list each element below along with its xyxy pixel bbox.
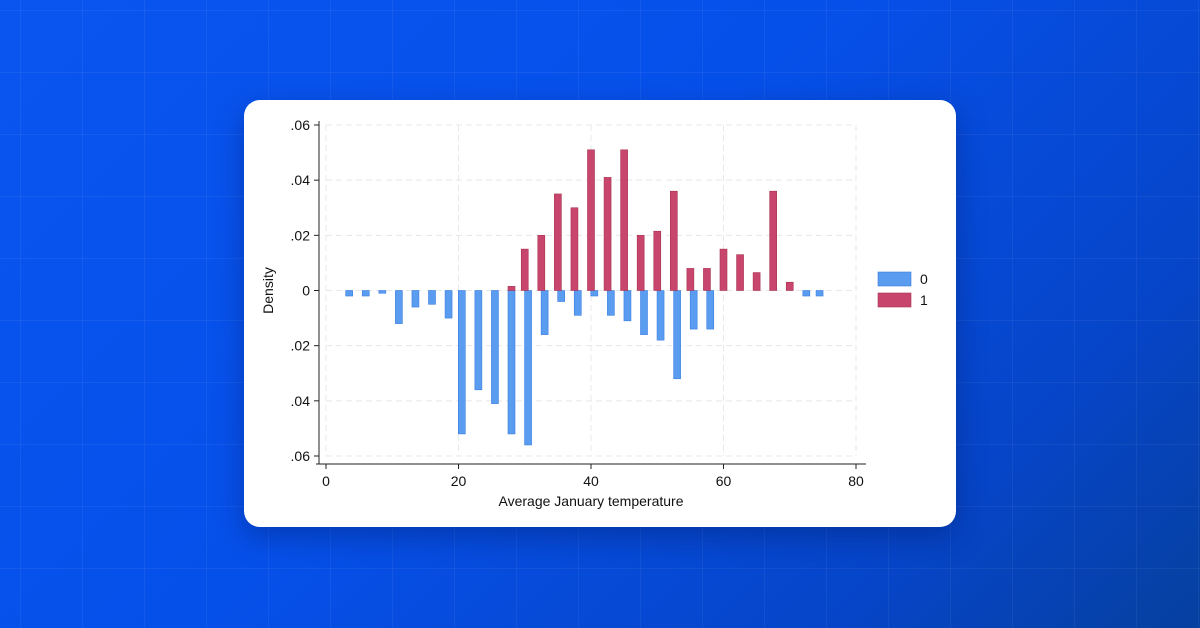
legend-label-1: 1 xyxy=(920,292,928,308)
bar-series-0 xyxy=(378,290,387,294)
bar-series-1 xyxy=(620,149,628,291)
bar-series-0 xyxy=(607,290,615,316)
bar-series-0 xyxy=(557,290,565,302)
bar-series-0 xyxy=(802,290,811,297)
bar-series-0 xyxy=(689,290,698,330)
bar-series-1 xyxy=(520,248,529,291)
x-tick-label: 20 xyxy=(451,473,467,489)
bar-series-0 xyxy=(540,290,549,335)
bar-series-1 xyxy=(785,281,794,291)
bar-series-1 xyxy=(587,149,595,291)
y-tick-label: .02 xyxy=(291,338,311,354)
bar-series-0 xyxy=(361,290,370,297)
bar-series-1 xyxy=(570,207,579,291)
bar-series-0 xyxy=(491,290,499,404)
axes: .06 .04 .02 0 .02 .04 .06 0 20 40 60 80 Average Janu… xyxy=(260,117,866,509)
bar-series-0 xyxy=(640,290,648,335)
bar-series-1 xyxy=(752,272,761,291)
legend-label-0: 0 xyxy=(920,271,928,287)
bar-series-1 xyxy=(507,286,516,291)
y-tick-label: 0 xyxy=(302,283,310,299)
bar-series-0 xyxy=(573,290,582,316)
x-axis-title: Average January temperature xyxy=(499,493,684,509)
bar-series-0 xyxy=(411,290,420,308)
bar-series-1 xyxy=(603,177,612,291)
legend-swatch-1 xyxy=(877,292,912,308)
bar-series-0 xyxy=(458,290,466,435)
legend-swatch-0 xyxy=(877,271,912,287)
bar-series-0 xyxy=(524,290,532,446)
bar-series-1 xyxy=(686,268,695,291)
bar-series-0 xyxy=(673,290,681,380)
chart-card: .06 .04 .02 0 .02 .04 .06 0 20 40 60 80 Average Janu… xyxy=(244,100,956,527)
bar-series-1 xyxy=(554,193,562,291)
bar-series-0 xyxy=(656,290,665,341)
x-tick-label: 80 xyxy=(848,473,864,489)
bar-series-0 xyxy=(474,290,483,391)
x-tick-label: 40 xyxy=(583,473,599,489)
bar-series-1 xyxy=(670,190,678,291)
bar-series-1 xyxy=(653,230,662,291)
bar-series-0 xyxy=(395,290,403,324)
bar-series-0 xyxy=(444,290,453,319)
x-tick-label: 0 xyxy=(322,473,330,489)
bar-series-0 xyxy=(815,290,824,297)
bars xyxy=(345,149,824,446)
bar-series-1 xyxy=(719,248,728,291)
bar-series-0 xyxy=(507,290,516,435)
bar-series-1 xyxy=(769,190,777,291)
x-tick-label: 60 xyxy=(716,473,732,489)
legend: 01 xyxy=(877,271,928,308)
y-tick-label: .02 xyxy=(291,227,311,243)
y-tick-label: .04 xyxy=(291,393,311,409)
y-tick-label: .06 xyxy=(291,117,311,133)
bar-series-0 xyxy=(706,290,715,330)
bar-series-1 xyxy=(537,235,546,291)
y-tick-label: .06 xyxy=(291,448,311,464)
bar-series-1 xyxy=(636,235,645,291)
y-axis-title: Density xyxy=(260,267,276,314)
bar-series-1 xyxy=(703,268,711,291)
bar-series-1 xyxy=(736,254,744,291)
bar-series-0 xyxy=(345,290,353,297)
bar-series-0 xyxy=(428,290,436,305)
histogram-chart: .06 .04 .02 0 .02 .04 .06 0 20 40 60 80 Average Janu… xyxy=(260,117,928,509)
bar-series-0 xyxy=(623,290,632,322)
y-tick-label: .04 xyxy=(291,172,311,188)
bar-series-0 xyxy=(590,290,599,297)
